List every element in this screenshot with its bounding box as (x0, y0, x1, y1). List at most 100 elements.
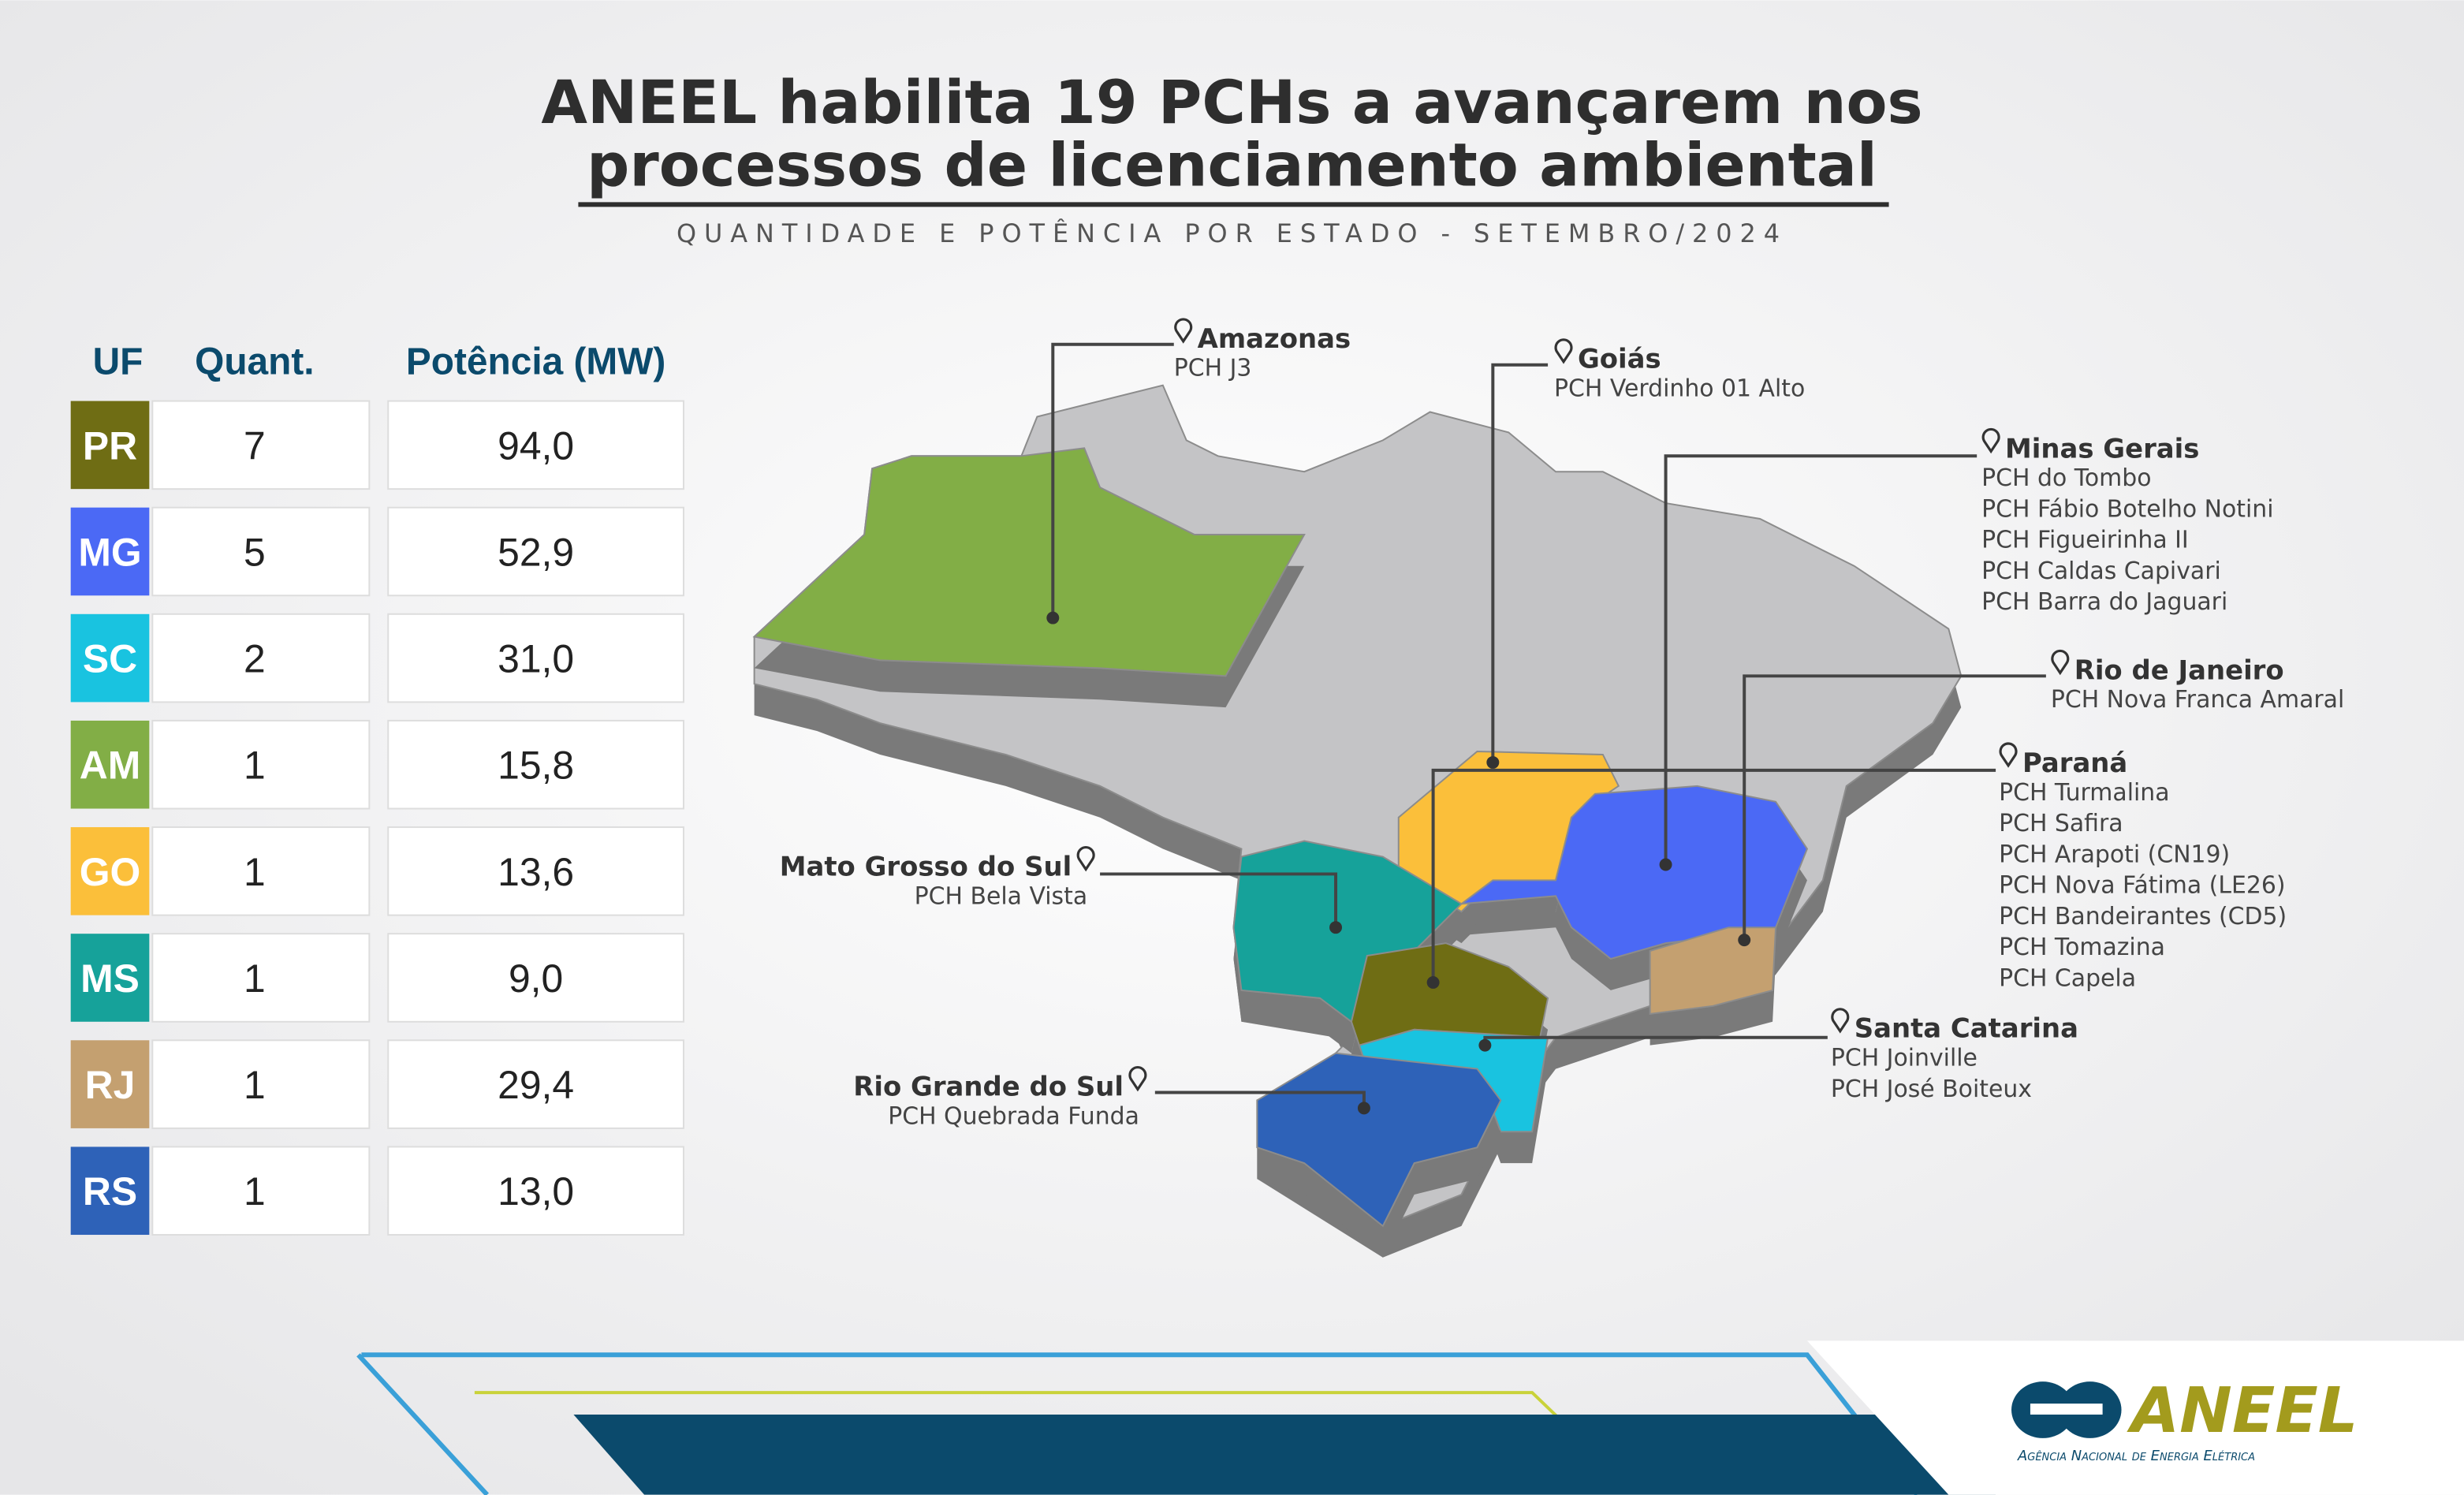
state-name: Rio Grande do Sul (853, 1071, 1124, 1102)
quantity: 1 (244, 850, 266, 894)
power-cell (387, 506, 684, 597)
state-name: Mato Grosso do Sul (780, 851, 1072, 882)
pin-dot (1329, 921, 1343, 934)
pin-dot (1046, 611, 1060, 624)
quantity: 1 (244, 956, 266, 1001)
logo-tagline: Agência Nacional de Energia Elétrica (2017, 1448, 2255, 1464)
plant-name: PCH Safira (1999, 810, 2123, 837)
leader-line (1491, 363, 1549, 762)
leader-line (1743, 674, 2046, 941)
state-name: Goiás (1578, 344, 1661, 375)
pin-dot (1486, 755, 1500, 769)
subtitle: QUANTIDADE E POTÊNCIA POR ESTADO - SETEM… (677, 218, 1787, 248)
uf-badge (70, 1040, 150, 1128)
plant-name: PCH Joinville (1831, 1045, 1978, 1072)
power: 15,8 (498, 744, 574, 788)
plant-name: PCH José Boiteux (1831, 1076, 2032, 1103)
pin-icon (1831, 1008, 1850, 1034)
map (752, 384, 1963, 1258)
plant-name: PCH Nova Fátima (LE26) (1999, 872, 2285, 900)
state-shape (1459, 785, 1809, 960)
plant-name: PCH Bela Vista (915, 882, 1087, 910)
uf-code: SC (83, 637, 137, 681)
plant-name: PCH Nova Franca Amaral (2051, 686, 2344, 714)
quantity: 1 (244, 1063, 266, 1107)
uf-code: GO (80, 850, 141, 894)
quant-cell (151, 933, 371, 1023)
power: 9,0 (509, 956, 563, 1001)
quant-cell (151, 1039, 371, 1129)
column-header: Quant. (195, 341, 314, 383)
uf-code: PR (83, 423, 137, 468)
plant-name: PCH Figueirinha II (1981, 527, 2189, 554)
quantity: 1 (244, 744, 266, 788)
plant-name: PCH Bandeirantes (CD5) (1999, 903, 2287, 930)
leader-line (1100, 872, 1338, 928)
quant-cell (151, 719, 371, 810)
column-header: Potência (MW) (406, 341, 665, 383)
uf-badge (70, 720, 150, 809)
state-shape (1256, 1052, 1502, 1228)
pin-dot (1426, 975, 1440, 989)
title: processos de licenciamento ambiental (587, 131, 1877, 200)
power: 13,6 (498, 850, 574, 894)
plant-name: PCH Arapoti (CN19) (1999, 841, 2230, 868)
uf-code: MS (80, 956, 140, 1001)
power-cell (387, 933, 684, 1023)
state-name: Rio de Janeiro (2074, 654, 2284, 685)
quantity: 2 (244, 637, 266, 681)
pin-dot (1478, 1038, 1492, 1052)
quantity: 1 (244, 1169, 266, 1214)
column-header: UF (93, 341, 144, 383)
uf-badge (70, 507, 150, 596)
uf-badge (70, 827, 150, 915)
pin-icon (1076, 846, 1095, 872)
power: 94,0 (498, 423, 574, 468)
quant-cell (151, 400, 371, 490)
pin-dot (1738, 934, 1751, 947)
power-cell (387, 613, 684, 703)
leader-line (1051, 342, 1174, 618)
pin-icon (1999, 742, 2018, 768)
decor-line (356, 1353, 490, 1495)
plant-name: PCH Turmalina (1999, 779, 2170, 807)
pin-dot (1357, 1102, 1370, 1115)
power: 31,0 (498, 637, 574, 681)
quantity: 7 (244, 423, 266, 468)
leader-line (1431, 768, 1996, 982)
power-cell (387, 719, 684, 810)
quantity: 5 (244, 530, 266, 574)
quant-cell (151, 613, 371, 703)
power-cell (387, 826, 684, 916)
table: UF Quant. Potência (MW) PR 7 94,0 MG 5 52,9 SC 2 31… (70, 341, 684, 1236)
uf-badge (70, 401, 150, 490)
state-name: Paraná (2022, 748, 2127, 778)
plant-name: PCH J3 (1174, 355, 1252, 382)
state-name: Santa Catarina (1855, 1013, 2078, 1044)
plant-name: PCH Verdinho 01 Alto (1554, 375, 1805, 403)
logo-panel (1806, 1340, 2464, 1495)
state-name: Minas Gerais (2005, 433, 2199, 464)
pin-icon (1174, 318, 1193, 344)
pin-dot (1659, 858, 1672, 871)
power: 52,9 (498, 530, 574, 574)
power-cell (387, 1146, 684, 1236)
state-name: Amazonas (1198, 323, 1351, 354)
power: 29,4 (498, 1063, 574, 1107)
quant-cell (151, 506, 371, 597)
uf-code: AM (80, 744, 140, 788)
uf-badge (70, 613, 150, 703)
state-shape (752, 447, 1306, 677)
plant-name: PCH do Tombo (1981, 464, 2151, 492)
title: ANEEL habilita 19 PCHs a avançarem nos (541, 68, 1922, 137)
quant-cell (151, 826, 371, 916)
quant-cell (151, 1146, 371, 1236)
uf-code: RS (83, 1169, 137, 1214)
pin-icon (1554, 338, 1573, 364)
power-cell (387, 400, 684, 490)
plant-name: PCH Quebrada Funda (888, 1102, 1139, 1130)
pin-icon (1128, 1066, 1147, 1092)
leader-line (1664, 454, 1978, 865)
